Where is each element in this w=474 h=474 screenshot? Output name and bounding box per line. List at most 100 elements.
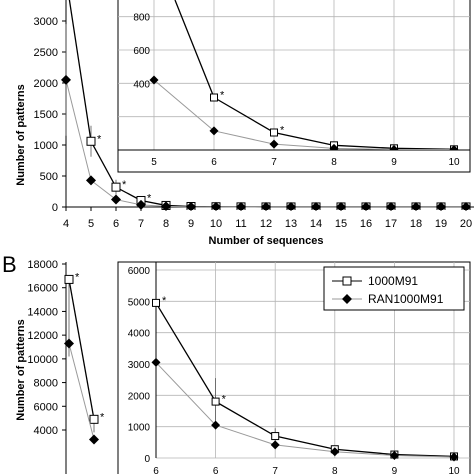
panel-a-inset-series-2-point-8: [329, 143, 339, 150]
panel-b-label: B: [2, 252, 17, 277]
panel-a-ytick-label-500: 500: [40, 171, 58, 183]
panel-a-x-axis-title: Number of sequences: [209, 235, 324, 247]
panel-a-inset-frame: [117, 0, 471, 173]
panel-a-asterisk-5: *: [97, 133, 102, 145]
panel-a-xtick-label-8: 8: [163, 218, 169, 230]
panel-a-inset-series-2-line: [153, 79, 455, 150]
panel-a-inset-series-2-point-7: [269, 139, 279, 149]
panel-a-xtick-label-4: 4: [63, 218, 69, 230]
panel-a-series-2-point-9: [186, 201, 196, 210]
panel-b-series-group: [64, 274, 99, 445]
panel-a-y-axis-title: Number of patterns: [15, 84, 27, 185]
panel-b-inset-xtick-label-3: 8: [332, 466, 338, 474]
panel-a-xtick-label-16: 16: [360, 218, 372, 230]
panel-b-series-2-line: [68, 343, 95, 440]
panel-b-series-1-point-5: [89, 414, 99, 424]
panel-b-series-2-point-5: [89, 434, 99, 445]
panel-a-series-2-point-14: [311, 202, 321, 210]
panel-a-asterisk-6: *: [122, 179, 127, 191]
panel-a-inset-series-2-point-10: [449, 145, 459, 150]
panel-b-y-axis-title: Number of patterns: [15, 319, 27, 420]
panel-b-ytick-label-16000: 16000: [27, 283, 58, 295]
panel-b-ytick-label-18000: 18000: [27, 259, 58, 271]
panel-a-series-2-point-18: [411, 202, 421, 210]
panel-a-inset-asterisk-6: *: [220, 90, 225, 102]
panel-a-xtick-label-9: 9: [188, 218, 194, 230]
panel-b-ytick-label-12000: 12000: [27, 330, 58, 342]
panel-a-xtick-label-11: 11: [235, 218, 246, 230]
panel-a-xtick-label-5: 5: [88, 218, 94, 230]
panel-b-inset-series-group: [151, 298, 459, 462]
panel-a-xtick-label-6: 6: [113, 218, 119, 230]
panel-a-xtick-label-13: 13: [285, 218, 297, 230]
panel-a-inset-asterisk-7: *: [280, 125, 285, 137]
panel-b-inset-xtick-label-4: 9: [392, 466, 398, 474]
legend: 1000M91 RAN1000M91: [323, 266, 465, 311]
panel-b-inset-series-2-point-6: [211, 420, 221, 430]
legend-diamond-marker: [342, 294, 352, 304]
panel-a-xtick-label-14: 14: [310, 218, 322, 230]
panel-b-inset-series-1-point-7: [271, 432, 280, 441]
legend-label-2: RAN1000M91: [368, 292, 444, 306]
panel-a-series-2-point-10: [211, 201, 221, 210]
panel-b-inset-asterisk-6: *: [222, 394, 227, 406]
panel-a-ytick-label-2500: 2500: [34, 47, 58, 59]
panel-b-inset-series-2-line: [155, 362, 455, 458]
panel-a-xtick-label-7: 7: [138, 218, 144, 230]
panel-a-series-2-point-15: [336, 202, 346, 210]
panel-b-inset-series-2-point-9: [389, 450, 399, 460]
panel-a-series-2-point-11: [236, 201, 246, 210]
panel-b-inset-series-2-point-5: [151, 357, 161, 367]
panel-a-ytick-label-1000: 1000: [34, 140, 58, 152]
panel-a-inset-xtick-label-6: 6: [211, 157, 217, 168]
panel-a-xtick-label-19: 19: [435, 218, 447, 230]
panel-a-xtick-label-17: 17: [385, 218, 397, 230]
panel-b-inset-series-2-point-7: [270, 440, 280, 450]
panel-b-ytick-label-6000: 6000: [34, 401, 58, 413]
panel-a-inset-series-1-point-7: [270, 128, 278, 137]
panel-a-xtick-label-12: 12: [260, 218, 272, 230]
panel-b-inset-ytick-label-0: 0: [144, 454, 150, 465]
panel-b-asterisk-4: *: [75, 271, 80, 283]
panel-a-inset-series-2-point-6: [209, 126, 219, 136]
panel-b-inset-ytick-label-6000: 6000: [128, 266, 151, 277]
panel-a-series-2-point-17: [386, 202, 396, 210]
panel-b-asterisk-5: *: [100, 411, 105, 423]
panel-a-xtick-label-15: 15: [335, 218, 347, 230]
panel-a-series-1-point-6: [111, 182, 121, 192]
panel-a-series-2-point-5: [86, 175, 96, 186]
panel-b-inset-ytick-label-1000: 1000: [128, 423, 151, 434]
panel-a-inset-ytick-label-800: 800: [133, 13, 150, 24]
panel-b-inset-series-1-point-5: [152, 298, 160, 307]
panel-b: 4000 6000 8000 10000 12000 14000 16000 18000 * * 0…: [27, 259, 471, 474]
panel-a-inset-series-2-point-5: [149, 75, 159, 85]
panel-a-xtick-label-10: 10: [210, 218, 222, 230]
panel-a-ytick-label-0: 0: [52, 202, 58, 214]
panel-b-inset-ytick-label-3000: 3000: [128, 360, 151, 371]
panel-a-series-2-point-13: [286, 202, 296, 210]
panel-a-ytick-label-3000: 3000: [34, 16, 58, 28]
panel-a-inset-series-group: [149, 75, 459, 150]
panel-a-inset-ytick-label-600: 600: [133, 46, 150, 57]
panel-a-series-2-point-16: [361, 202, 371, 210]
panel-a-ytick-label-1500: 1500: [34, 109, 58, 121]
panel-a-series-2-point-6: [111, 194, 121, 205]
panel-a-inset-xtick-label-8: 8: [331, 157, 337, 168]
panel-a: 0 500 1000 1500 2000 2500 3000 4 5 6 7 8 9 10 11 12 13 14…: [34, 0, 474, 230]
panel-a-inset-xtick-label-9: 9: [391, 157, 397, 168]
panel-a-xtick-label-18: 18: [410, 218, 422, 230]
panel-b-series-1-line: [68, 279, 95, 420]
panel-a-series-2-point-19: [436, 202, 446, 210]
panel-a-xtick-label-20: 20: [460, 218, 472, 230]
panel-b-inset-series-2-point-8: [330, 447, 340, 457]
panel-b-inset-xtick-label-1: 6: [213, 466, 219, 474]
legend-square-marker: [342, 276, 352, 286]
panel-a-series-group: [61, 0, 471, 210]
panel-a-series-1-point-5: [86, 136, 96, 146]
panel-a-inset-series-2-point-9: [389, 145, 399, 150]
panel-a-ytick-label-2000: 2000: [34, 78, 58, 90]
panel-a-inset-series-1-point-6: [210, 93, 218, 102]
panel-b-inset-xtick-label-0: 6: [153, 466, 159, 474]
panel-a-series-2-point-7: [136, 199, 146, 210]
legend-label-1: 1000M91: [368, 274, 418, 288]
